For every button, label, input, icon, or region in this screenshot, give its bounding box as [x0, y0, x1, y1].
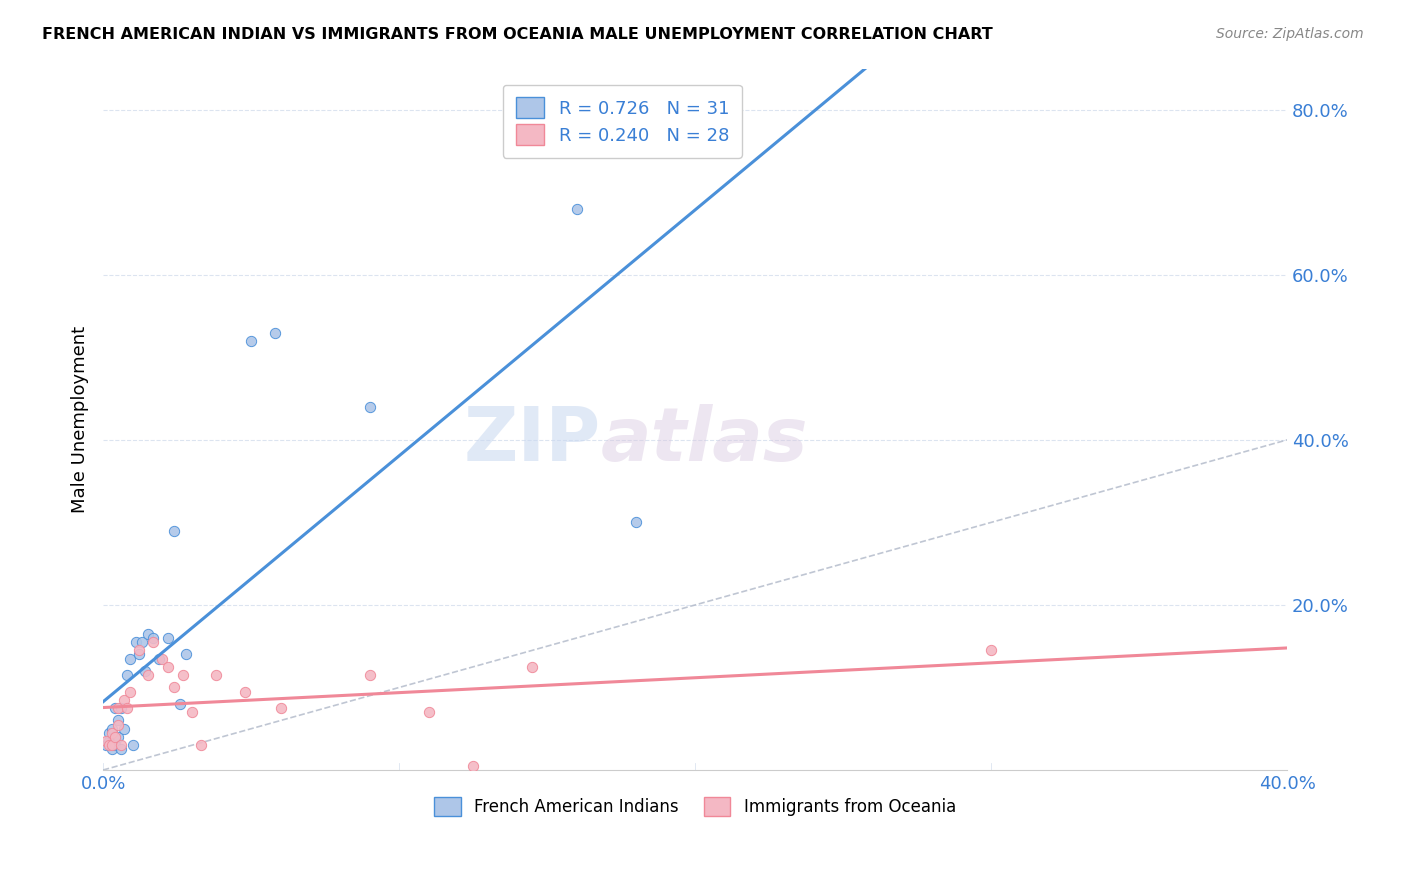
Point: [112, 722, 135, 736]
Point: [107, 730, 129, 744]
Point: [418, 705, 440, 719]
Point: [190, 738, 212, 752]
Point: [98, 738, 121, 752]
Point: [107, 714, 129, 728]
Point: [115, 701, 138, 715]
Point: [150, 651, 173, 665]
Point: [134, 664, 156, 678]
Point: [104, 701, 127, 715]
Point: [101, 738, 124, 752]
Point: [148, 651, 170, 665]
Point: [136, 668, 159, 682]
Point: [461, 759, 484, 773]
Point: [163, 524, 186, 538]
Point: [359, 400, 381, 414]
Point: [157, 631, 180, 645]
Point: [240, 334, 263, 348]
Point: [101, 742, 124, 756]
Point: [118, 651, 141, 665]
Point: [128, 643, 150, 657]
Point: [94, 738, 117, 752]
Point: [204, 668, 226, 682]
Point: [128, 648, 150, 662]
Point: [110, 701, 132, 715]
Point: [101, 726, 124, 740]
Point: [107, 717, 129, 731]
Point: [233, 684, 256, 698]
Y-axis label: Male Unemployment: Male Unemployment: [72, 326, 89, 513]
Point: [263, 326, 285, 340]
Point: [104, 738, 127, 752]
Point: [94, 734, 117, 748]
Text: FRENCH AMERICAN INDIAN VS IMMIGRANTS FROM OCEANIA MALE UNEMPLOYMENT CORRELATION : FRENCH AMERICAN INDIAN VS IMMIGRANTS FRO…: [42, 27, 993, 42]
Point: [107, 701, 129, 715]
Point: [98, 726, 121, 740]
Point: [118, 684, 141, 698]
Text: atlas: atlas: [600, 404, 808, 477]
Point: [157, 660, 180, 674]
Point: [101, 722, 124, 736]
Point: [104, 730, 127, 744]
Point: [172, 668, 194, 682]
Point: [98, 734, 121, 748]
Legend: French American Indians, Immigrants from Oceania: French American Indians, Immigrants from…: [426, 789, 965, 825]
Point: [270, 701, 292, 715]
Point: [125, 635, 148, 649]
Point: [115, 668, 138, 682]
Point: [169, 697, 191, 711]
Point: [112, 693, 135, 707]
Text: ZIP: ZIP: [463, 404, 600, 477]
Point: [181, 705, 204, 719]
Point: [136, 627, 159, 641]
Point: [121, 738, 143, 752]
Point: [174, 648, 197, 662]
Point: [565, 202, 588, 216]
Point: [131, 635, 153, 649]
Point: [110, 738, 132, 752]
Point: [142, 635, 165, 649]
Point: [142, 631, 165, 645]
Text: Source: ZipAtlas.com: Source: ZipAtlas.com: [1216, 27, 1364, 41]
Point: [522, 660, 544, 674]
Point: [163, 681, 186, 695]
Point: [110, 742, 132, 756]
Point: [359, 668, 381, 682]
Point: [980, 643, 1002, 657]
Point: [624, 516, 647, 530]
